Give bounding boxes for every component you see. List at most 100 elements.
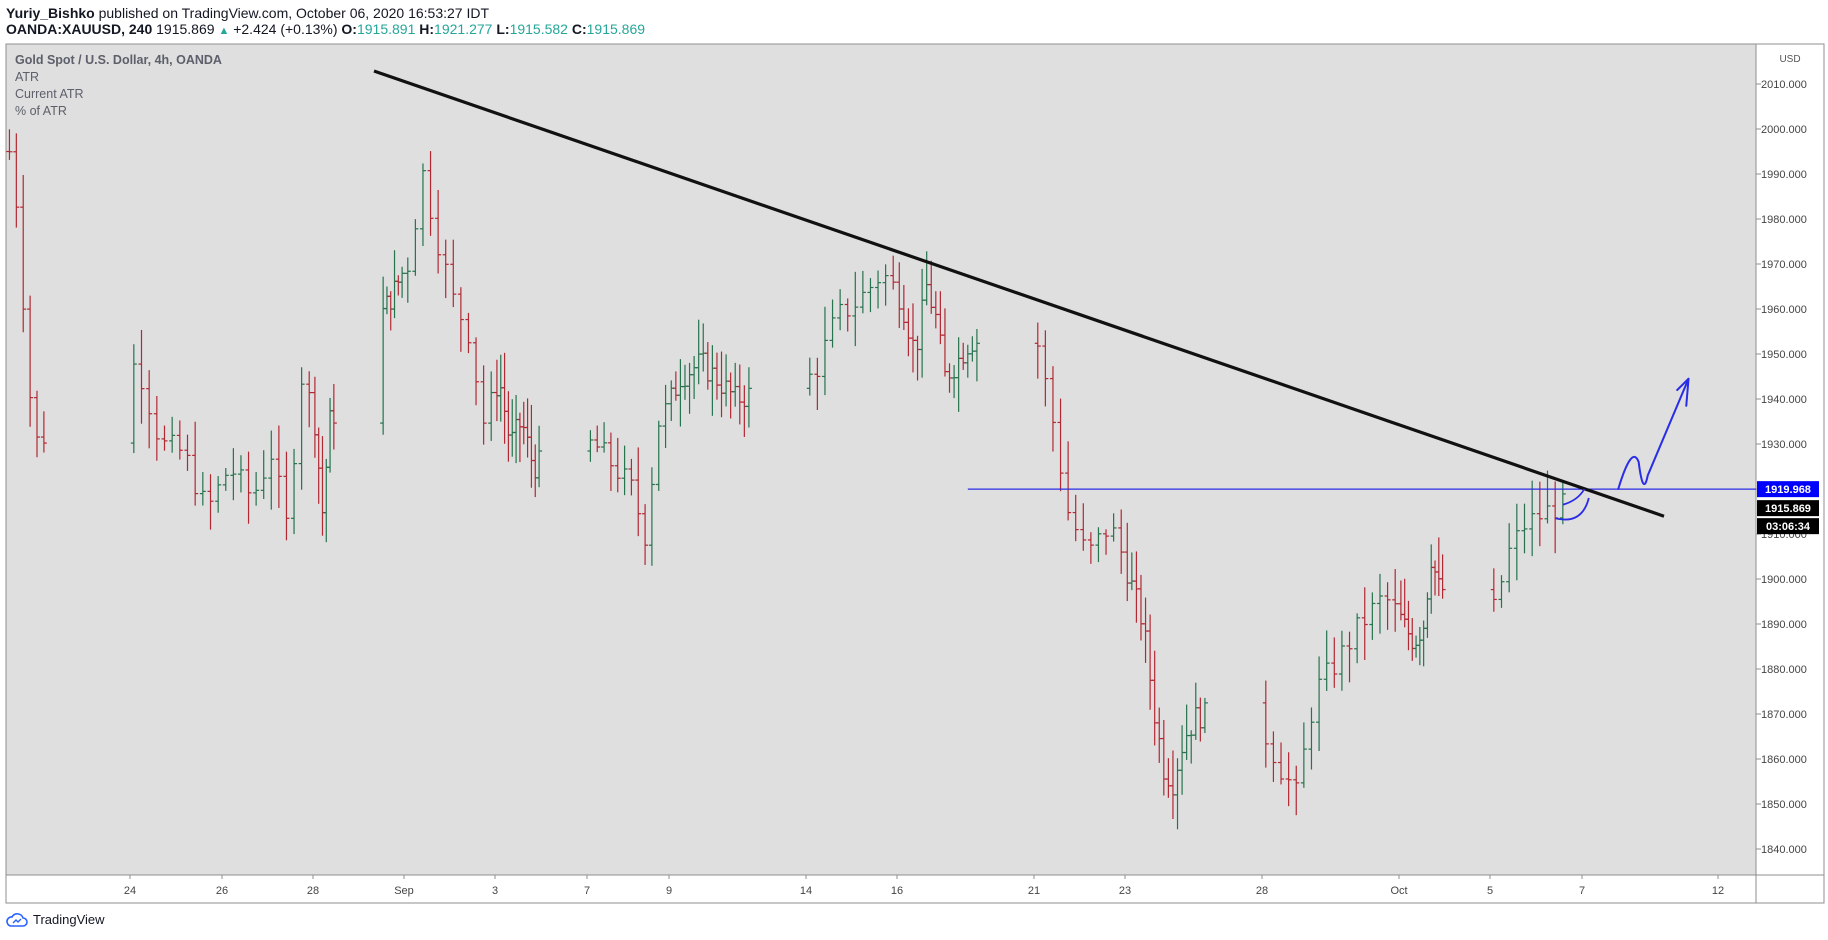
ohlc-bar [628,458,635,496]
time-tick-label: 21 [1028,885,1040,897]
brand-footer[interactable]: TradingView [6,912,105,927]
ohlc-bar [1521,503,1528,554]
ohlc-bar [457,287,464,352]
author-name[interactable]: Yuriy_Bishko [6,5,95,21]
axis-unit-label: USD [1779,54,1800,65]
countdown-tag: 03:06:34 [1757,518,1819,535]
arrowhead-drawing[interactable] [1676,377,1690,407]
close-value: 1915.869 [586,21,646,37]
low-label: L: [496,21,510,37]
ohlc-bar [829,299,836,348]
arrow-up-icon: ▲ [218,25,230,37]
ohlc-bar [184,434,191,471]
price-tick-label: 1840.000 [1761,844,1807,856]
ohlc-bar [176,420,183,460]
ohlc-bar [837,289,844,331]
time-tick-label: 24 [124,885,136,897]
ohlc-bar [1285,752,1292,807]
ohlc-bar [20,174,27,333]
ohlc-bar [130,344,137,454]
time-tick-label: 14 [800,885,812,897]
ohlc-bar [237,455,244,493]
ohlc-bar [1439,554,1446,599]
price-tick-label: 1940.000 [1761,394,1807,406]
ohlc-bar [419,163,426,247]
ohlc-bar [245,451,252,524]
ohlc-bar [1361,587,1368,661]
ohlc-bar [1065,441,1072,521]
ohlc-bar [1490,568,1497,612]
price-tick-label: 1900.000 [1761,574,1807,586]
price-change: +2.424 (+0.13%) [233,21,338,37]
ohlc-bar [536,425,543,488]
price-tick-label: 1990.000 [1761,169,1807,181]
ohlc-bar [6,129,13,160]
ohlc-bar [867,278,874,313]
time-tick-label: 26 [216,885,228,897]
legend-atr[interactable]: ATR [15,70,40,84]
price-tick-label: 1880.000 [1761,664,1807,676]
time-tick-label: 12 [1712,885,1724,897]
breakout-arc-drawing-2[interactable] [1562,488,1586,506]
ohlc-bar [1338,630,1345,691]
ohlc-bar [1392,569,1399,632]
price-tags: 1919.968 1915.869 03:06:34 [1757,481,1819,535]
ohlc-bar [450,239,457,308]
time-tick-label: 7 [584,885,590,897]
ohlc-header: OANDA:XAUUSD, 240 1915.869 ▲ +2.424 (+0.… [6,21,645,37]
ohlc-bar [1544,470,1551,524]
ohlc-bar [1057,398,1064,492]
ohlc-bar [844,298,851,332]
publish-header: Yuriy_Bishko published on TradingView.co… [6,5,489,21]
ohlc-bar [1354,613,1361,664]
ohlc-bar [1369,592,1376,640]
ohlc-bars [6,129,1566,830]
price-tag-label: 1919.968 [1765,484,1811,496]
ohlc-bar [404,257,411,303]
projection-arrow-drawing[interactable] [1617,377,1690,490]
ohlc-bar [642,504,649,565]
price-tick-label: 1970.000 [1761,259,1807,271]
price-tick-label: 1950.000 [1761,349,1807,361]
time-tick-label: 23 [1119,885,1131,897]
ohlc-bar [662,384,669,449]
ohlc-bar [635,447,642,537]
ohlc-bar [27,295,34,427]
price-tick-label: 1980.000 [1761,214,1807,226]
ohlc-bar [275,425,282,508]
ohlc-bar [587,430,594,462]
price-tag-label: 03:06:34 [1766,521,1811,533]
trend-line[interactable] [373,69,1665,518]
time-tick-label: 9 [666,885,672,897]
ohlc-bar [1110,513,1117,542]
ohlc-bar [1072,494,1079,542]
ohlc-bar [745,367,752,428]
ohlc-bar [222,467,229,491]
ohlc-bar [601,422,608,453]
time-axis[interactable] [5,874,1757,904]
ohlc-bar [215,476,222,513]
ohlc-bar [875,270,882,309]
legend-title[interactable]: Gold Spot / U.S. Dollar, 4h, OANDA [15,53,222,67]
legend-percent-atr[interactable]: % of ATR [15,104,67,118]
ohlc-bar [1118,509,1125,574]
ohlc-bar [1323,630,1330,691]
ohlc-bar [814,357,821,410]
ohlc-bar [253,471,260,506]
time-tick-label: 28 [1256,885,1268,897]
ohlc-bar [399,266,406,298]
ohlc-bar [473,337,480,406]
price-tag-label: 1915.869 [1765,503,1811,515]
ohlc-bar [1293,765,1300,816]
ohlc-bar [594,425,601,453]
last-price: 1915.869 [156,21,215,37]
breakout-arc-drawing[interactable] [1554,497,1590,521]
plot-area[interactable] [5,43,1757,876]
ohlc-bar [806,357,813,396]
ohlc-bar [1384,582,1391,630]
legend-current-atr[interactable]: Current ATR [15,87,84,101]
ohlc-bar [306,371,313,428]
ohlc-bar [169,416,176,453]
ohlc-bar [1506,523,1513,593]
